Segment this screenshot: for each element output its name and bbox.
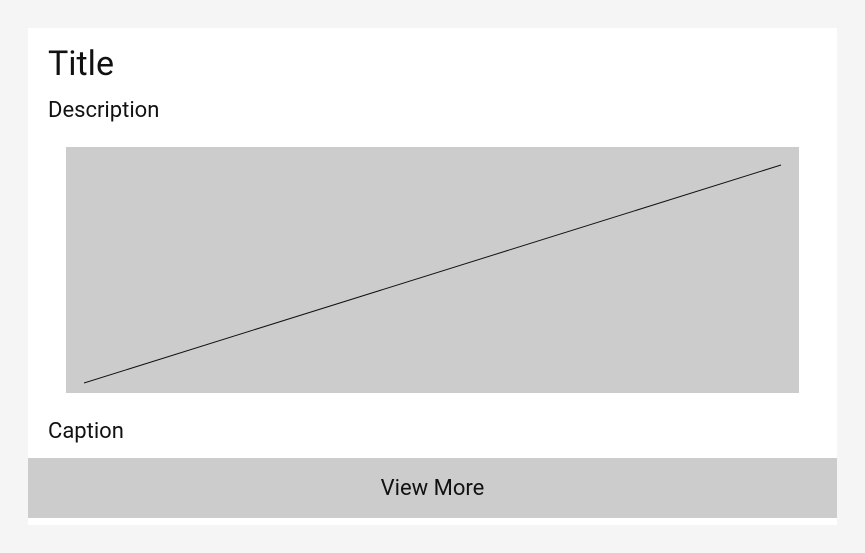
card-image-wrap <box>28 133 837 415</box>
image-placeholder-icon <box>66 147 799 393</box>
view-more-button[interactable]: View More <box>28 458 837 518</box>
card: Title Description Caption View More <box>28 28 837 525</box>
card-title: Title <box>28 28 837 92</box>
card-caption: Caption <box>28 415 837 458</box>
page-root: Title Description Caption View More <box>0 0 865 553</box>
card-description: Description <box>28 92 837 133</box>
